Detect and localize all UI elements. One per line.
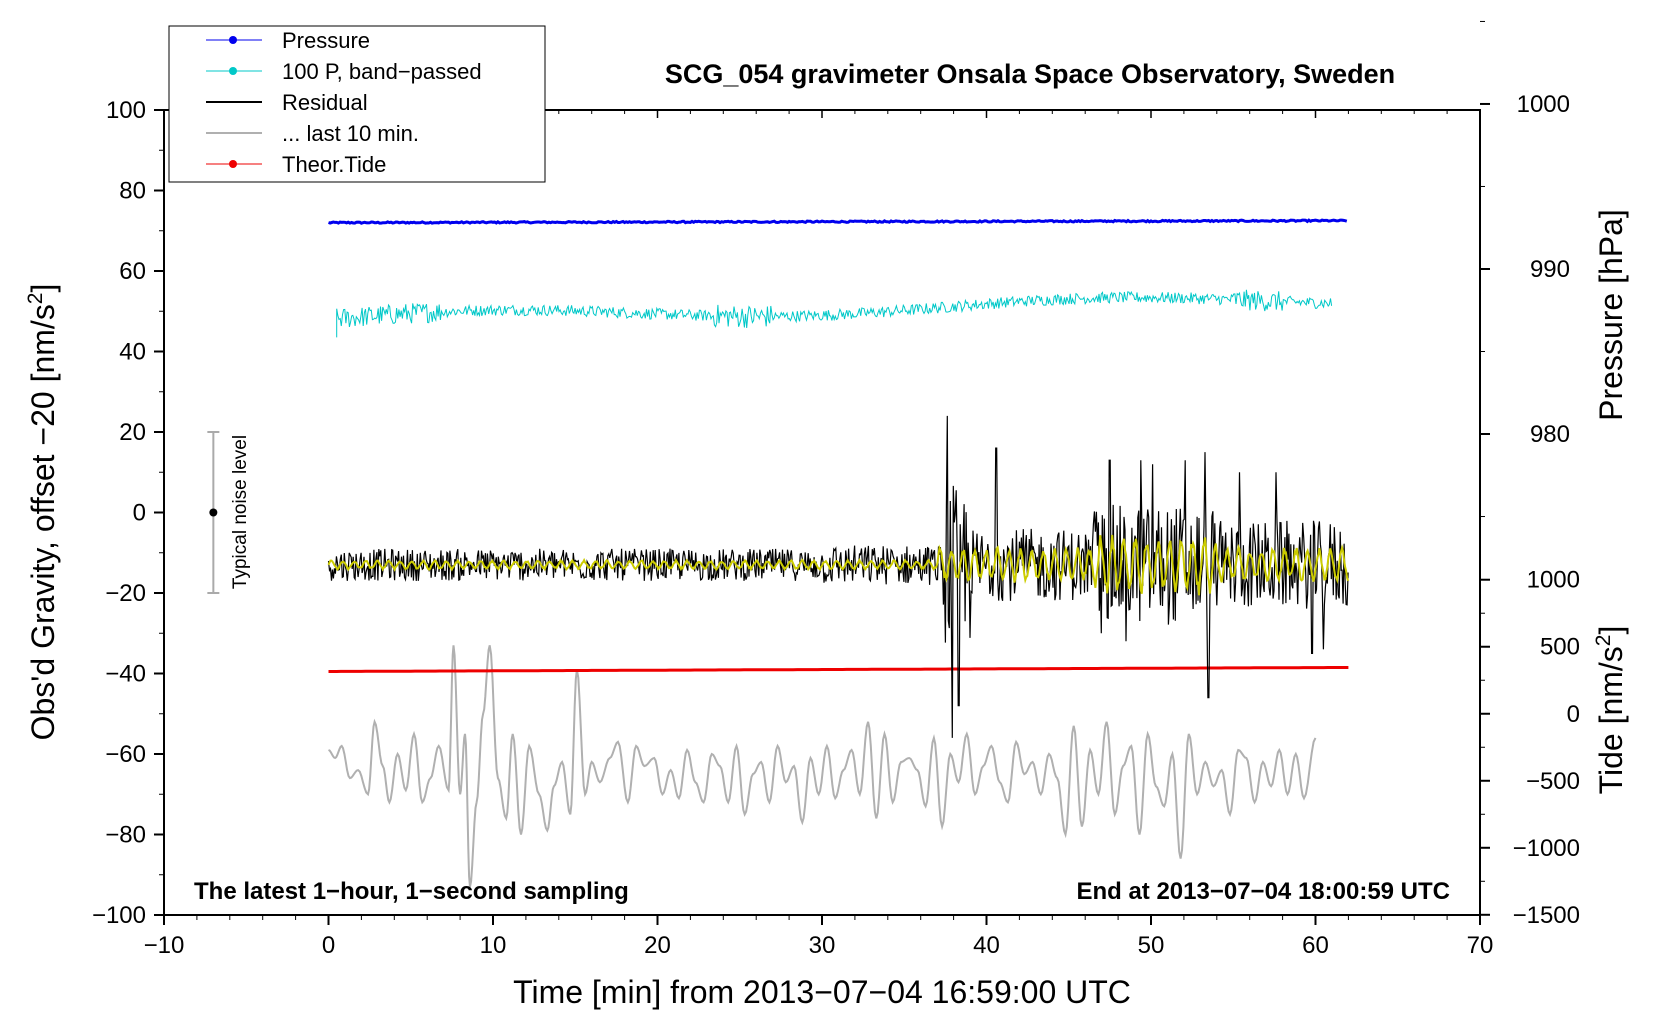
- y-tick-label: 60: [119, 258, 146, 285]
- tide-tick-label: −1500: [1513, 902, 1580, 929]
- legend-swatch-dot: [229, 160, 237, 168]
- legend-label: Residual: [282, 90, 368, 115]
- y-axis-label-left: Obs'd Gravity, offset −20 [nm/s2]: [24, 284, 61, 741]
- y-tick-label: −100: [92, 902, 146, 929]
- x-tick-label: 40: [973, 932, 1000, 959]
- pressure-tick-label: 990: [1530, 256, 1570, 283]
- x-tick-label: 70: [1467, 932, 1494, 959]
- pressure-axis-label: Pressure [hPa]: [1593, 209, 1629, 421]
- y-tick-label: −60: [105, 741, 146, 768]
- tide-tick-label: 1000: [1527, 567, 1580, 594]
- axes-layer: −10 0 10 20 30 40 50 60 70−100−80−60−40−20020406…: [92, 20, 1580, 959]
- legend-swatch-dot: [229, 36, 237, 44]
- plot-frame: [163, 109, 1481, 916]
- y-tick-label: 20: [119, 419, 146, 446]
- x-axis-label: Time [min] from 2013−07−04 16:59:00 UTC: [513, 974, 1131, 1010]
- tide-tick-label: −500: [1526, 768, 1580, 795]
- x-tick-label: 30: [809, 932, 836, 959]
- tide-axis-label-sup: 2: [1592, 635, 1615, 647]
- tide-tick-label: 500: [1540, 634, 1580, 661]
- series-last-10-min-line: [328, 645, 1317, 887]
- tide-axis-label: Tide [nm/s2]: [1592, 626, 1629, 795]
- pressure-tick-label: 980: [1530, 421, 1570, 448]
- series-pressure-line: [328, 218, 1348, 225]
- noise-dot: [209, 508, 218, 517]
- noise-indicator-label: Typical noise level: [230, 435, 251, 589]
- series-layer: [327, 218, 1350, 887]
- legend-label: Theor.Tide: [282, 152, 386, 177]
- tide-tick-label: −1000: [1513, 835, 1580, 862]
- y-tick-label: −40: [105, 661, 146, 688]
- y-axis-label-left-sup: 2: [24, 292, 47, 304]
- y-tick-label: −80: [105, 822, 146, 849]
- y-tick-label: 80: [119, 178, 146, 205]
- y-tick-label: 40: [119, 339, 146, 366]
- x-tick-label: 60: [1302, 932, 1329, 959]
- y-tick-label: 0: [133, 500, 146, 527]
- pressure-tick-label: 1000: [1517, 91, 1570, 118]
- series-smoothed-residual-line: [327, 534, 1350, 596]
- y-tick-label: 100: [106, 97, 146, 124]
- x-tick-label: 10: [480, 932, 507, 959]
- y-tick-label: −20: [105, 580, 146, 607]
- series-band-passed-line: [336, 289, 1333, 338]
- legend-label: Pressure: [282, 28, 370, 53]
- noise-indicator: Typical noise level: [207, 431, 251, 594]
- annotation-end-time: End at 2013−07−04 18:00:59 UTC: [1076, 878, 1450, 905]
- legend: Pressure 100 P, band−passed Residual ... la…: [168, 25, 546, 183]
- x-tick-label: 0: [322, 932, 335, 959]
- x-tick-label: 50: [1138, 932, 1165, 959]
- legend-swatch-dot: [229, 67, 237, 75]
- chart-title: SCG_054 gravimeter Onsala Space Observat…: [665, 59, 1395, 89]
- x-tick-label: 20: [644, 932, 671, 959]
- series-theor-tide-line: [328, 666, 1349, 673]
- legend-label: 100 P, band−passed: [282, 59, 482, 84]
- annotation-latest-hour: The latest 1−hour, 1−second sampling: [194, 878, 629, 905]
- legend-label: ... last 10 min.: [282, 121, 419, 146]
- tide-tick-label: 0: [1567, 701, 1580, 728]
- legend-box: [168, 25, 546, 183]
- series-residual-line: [327, 415, 1349, 738]
- x-tick-label: −10: [144, 932, 185, 959]
